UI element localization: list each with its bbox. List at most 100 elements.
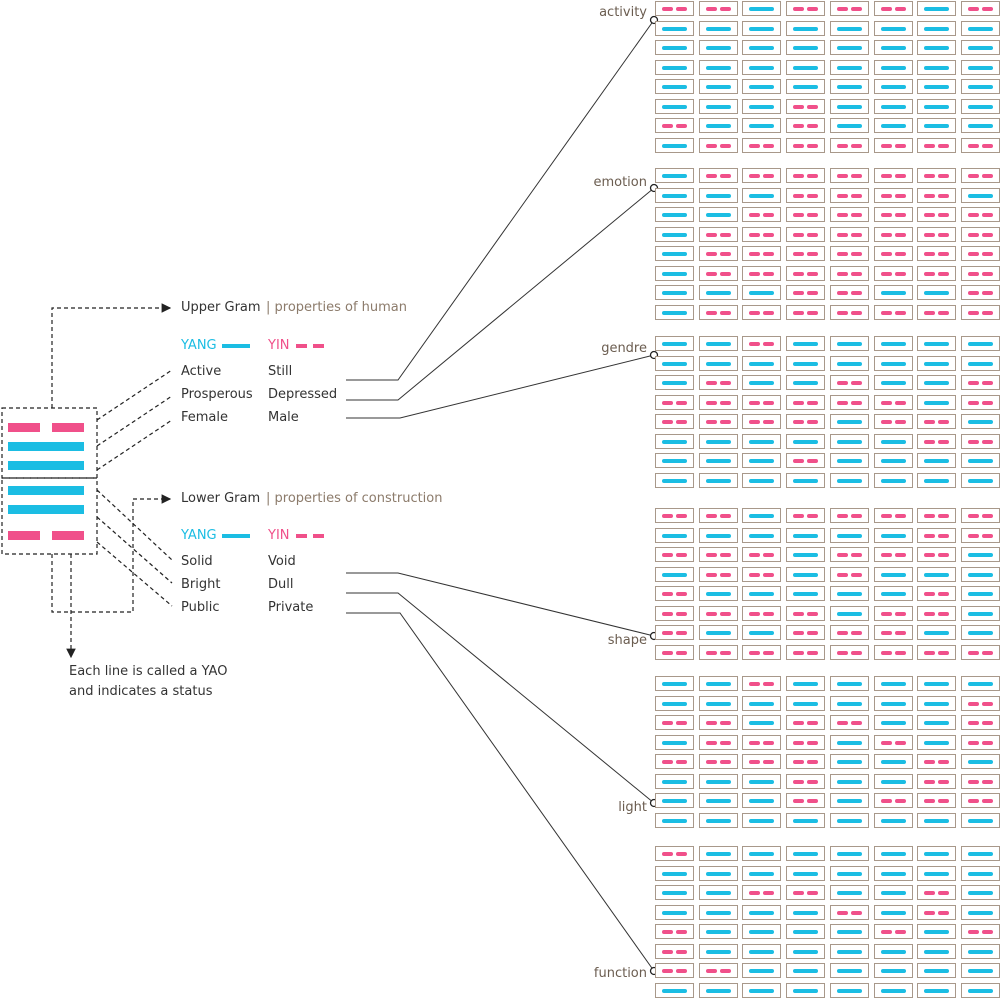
yin-dash-icon [719, 553, 731, 557]
yin-cell [655, 394, 694, 410]
yin-dash-icon [719, 420, 731, 424]
yin-dash-icon [880, 400, 892, 405]
yin-cell [960, 1, 1000, 16]
yin-cell [742, 566, 782, 582]
yin-cell [960, 137, 1000, 153]
yang-cell [786, 547, 826, 562]
yin-cell [873, 508, 913, 523]
yang-line-icon [793, 930, 819, 934]
yang-cell [698, 865, 738, 881]
yin-dash-icon [938, 779, 950, 784]
yin-dash-icon [850, 174, 862, 178]
yang-cell [742, 433, 782, 449]
yin-cell [698, 304, 738, 320]
yang-line-icon [836, 361, 862, 366]
yin-dash-icon [705, 420, 717, 424]
yang-line-icon [749, 910, 775, 915]
yin-cell [655, 963, 694, 978]
yin-dash-icon [793, 232, 805, 237]
yang-cell [917, 812, 957, 828]
yin-dash-icon [850, 7, 862, 11]
yin-dash-icon [676, 553, 687, 557]
yang-line-icon [880, 459, 906, 463]
yin-dash-icon [763, 310, 775, 315]
yin-cell [829, 508, 869, 523]
yin-dash-icon [763, 174, 775, 178]
yang-cell [698, 695, 738, 711]
yang-cell [698, 207, 738, 222]
yin-cell [786, 137, 826, 153]
yin-cell [742, 168, 782, 183]
pair-yang: Bright [181, 577, 221, 592]
yang-cell [960, 625, 1000, 640]
yang-cell [960, 336, 1000, 351]
yin-dash-icon [967, 381, 979, 385]
yang-line-icon [967, 65, 993, 70]
yang-cell [917, 625, 957, 640]
yang-cell [960, 20, 1000, 36]
yang-line-icon [705, 799, 731, 803]
yang-cell [917, 865, 957, 881]
yang-line-icon [836, 459, 862, 463]
yin-cell [742, 605, 782, 621]
yin-dash-icon [938, 553, 950, 557]
yang-cell [742, 982, 782, 998]
yang-line-icon [880, 852, 906, 856]
yang-line-icon [705, 779, 731, 784]
yin-dash-icon [836, 7, 848, 11]
yin-dash-icon [836, 174, 848, 178]
yang-line-icon [880, 124, 906, 128]
yin-dash-icon [836, 910, 848, 915]
yin-dash-icon [705, 650, 717, 655]
yin-dash-icon [894, 611, 906, 616]
yang-line-icon [705, 342, 731, 346]
yin-cell [873, 605, 913, 621]
yang-line-icon [749, 852, 775, 856]
yin-cell [917, 414, 957, 429]
yang-cell [917, 375, 957, 390]
yin-dash-icon [676, 592, 687, 596]
yin-dash-icon [807, 400, 819, 405]
yin-dash-icon [967, 533, 979, 538]
yang-line-icon [662, 342, 687, 346]
yin-dash-icon [981, 252, 993, 256]
yin-dash-icon [981, 400, 993, 405]
yin-cell [786, 715, 826, 730]
yang-cell [917, 715, 957, 730]
lower-gram-subtitle: | properties of construction [266, 491, 443, 506]
yang-cell [960, 982, 1000, 998]
yin-dash-icon [880, 271, 892, 276]
yin-dash-icon [836, 291, 848, 295]
yin-cell [829, 137, 869, 153]
yang-line-icon [967, 760, 993, 764]
yang-cell [873, 715, 913, 730]
yang-line-icon [880, 949, 906, 954]
yin-dash-icon [662, 969, 673, 973]
yang-cell [873, 904, 913, 920]
yang-cell [698, 943, 738, 959]
legend-marks [222, 344, 324, 538]
yang-line-icon [880, 65, 906, 70]
yang-cell [829, 336, 869, 351]
yang-cell [873, 963, 913, 978]
yin-cell [873, 547, 913, 562]
yin-cell [960, 734, 1000, 750]
yang-line-icon [749, 124, 775, 128]
pair-yin: Dull [268, 577, 294, 592]
yang-cell [873, 812, 913, 828]
yin-dash-icon [763, 400, 775, 405]
yin-dash-icon [924, 213, 936, 217]
yin-cell [742, 885, 782, 900]
yang-line-icon [924, 26, 950, 31]
yin-dash-icon [850, 650, 862, 655]
yin-cell [917, 433, 957, 449]
yang-cell [829, 754, 869, 769]
yang-line-icon [924, 381, 950, 385]
yang-line-icon [967, 85, 993, 89]
yin-cell [917, 265, 957, 281]
yin-dash-icon [967, 740, 979, 745]
yang-cell [917, 943, 957, 959]
yin-dash-icon [749, 420, 761, 424]
yang-line-icon [967, 969, 993, 973]
yang-cell [829, 527, 869, 543]
